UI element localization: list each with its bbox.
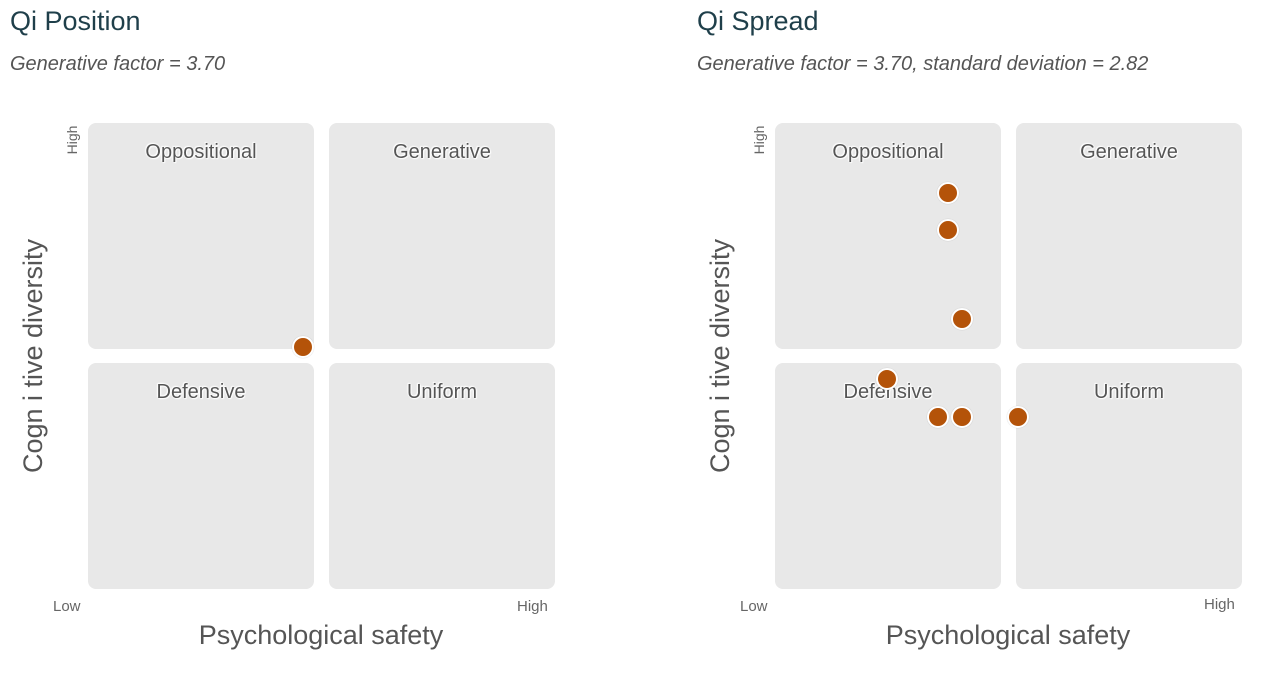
chart-title: Qi Position xyxy=(10,6,141,36)
chart-subtitle: Generative factor = 3.70, standard devia… xyxy=(697,53,1149,75)
quadrant-generative: Generative xyxy=(329,123,555,349)
quadrant-label-defensive: Defensive xyxy=(843,381,933,403)
y-axis-high-label: High xyxy=(64,125,80,155)
y-axis-title: Cogn i tive diversity xyxy=(18,238,48,474)
data-point xyxy=(950,307,973,330)
quadrant-label-oppositional: Oppositional xyxy=(145,141,257,163)
data-point xyxy=(876,368,899,391)
quadrant-generative: Generative xyxy=(1016,123,1242,349)
chart-qi-spread: Qi Spread Generative factor = 3.70, stan… xyxy=(697,0,1288,678)
quadrant-uniform: Uniform xyxy=(329,363,555,589)
chart-qi-position: Qi Position Generative factor = 3.70 Hig… xyxy=(10,0,610,678)
y-axis-high-label: High xyxy=(751,125,767,155)
data-point xyxy=(936,181,959,204)
quadrant-defensive: Defensive xyxy=(775,363,1001,589)
quadrant-uniform: Uniform xyxy=(1016,363,1242,589)
chart-title: Qi Spread xyxy=(697,6,819,36)
x-axis-low-label: Low xyxy=(740,598,768,615)
data-point xyxy=(936,219,959,242)
x-axis-high-label: High xyxy=(1204,596,1235,613)
quadrant-label-uniform: Uniform xyxy=(406,381,477,403)
data-point xyxy=(1006,405,1029,428)
data-point xyxy=(291,335,314,358)
quadrant-label-generative: Generative xyxy=(1080,141,1178,163)
data-point xyxy=(950,405,973,428)
x-axis-low-label: Low xyxy=(53,598,81,615)
plot-area xyxy=(88,123,555,589)
data-point xyxy=(927,405,950,428)
quadrant-defensive: Defensive xyxy=(88,363,314,589)
chart-subtitle: Generative factor = 3.70 xyxy=(10,53,226,75)
quadrant-label-oppositional: Oppositional xyxy=(832,141,944,163)
y-axis-title: Cogn i tive diversity xyxy=(705,238,735,474)
x-axis-high-label: High xyxy=(517,598,548,615)
x-axis-title: Psychological safety xyxy=(885,620,1131,650)
quadrant-label-generative: Generative xyxy=(393,141,491,163)
quadrant-label-defensive: Defensive xyxy=(156,381,246,403)
quadrant-oppositional: Oppositional xyxy=(88,123,314,349)
plot-area xyxy=(775,123,1242,589)
x-axis-title: Psychological safety xyxy=(198,620,444,650)
quadrant-label-uniform: Uniform xyxy=(1093,381,1164,403)
